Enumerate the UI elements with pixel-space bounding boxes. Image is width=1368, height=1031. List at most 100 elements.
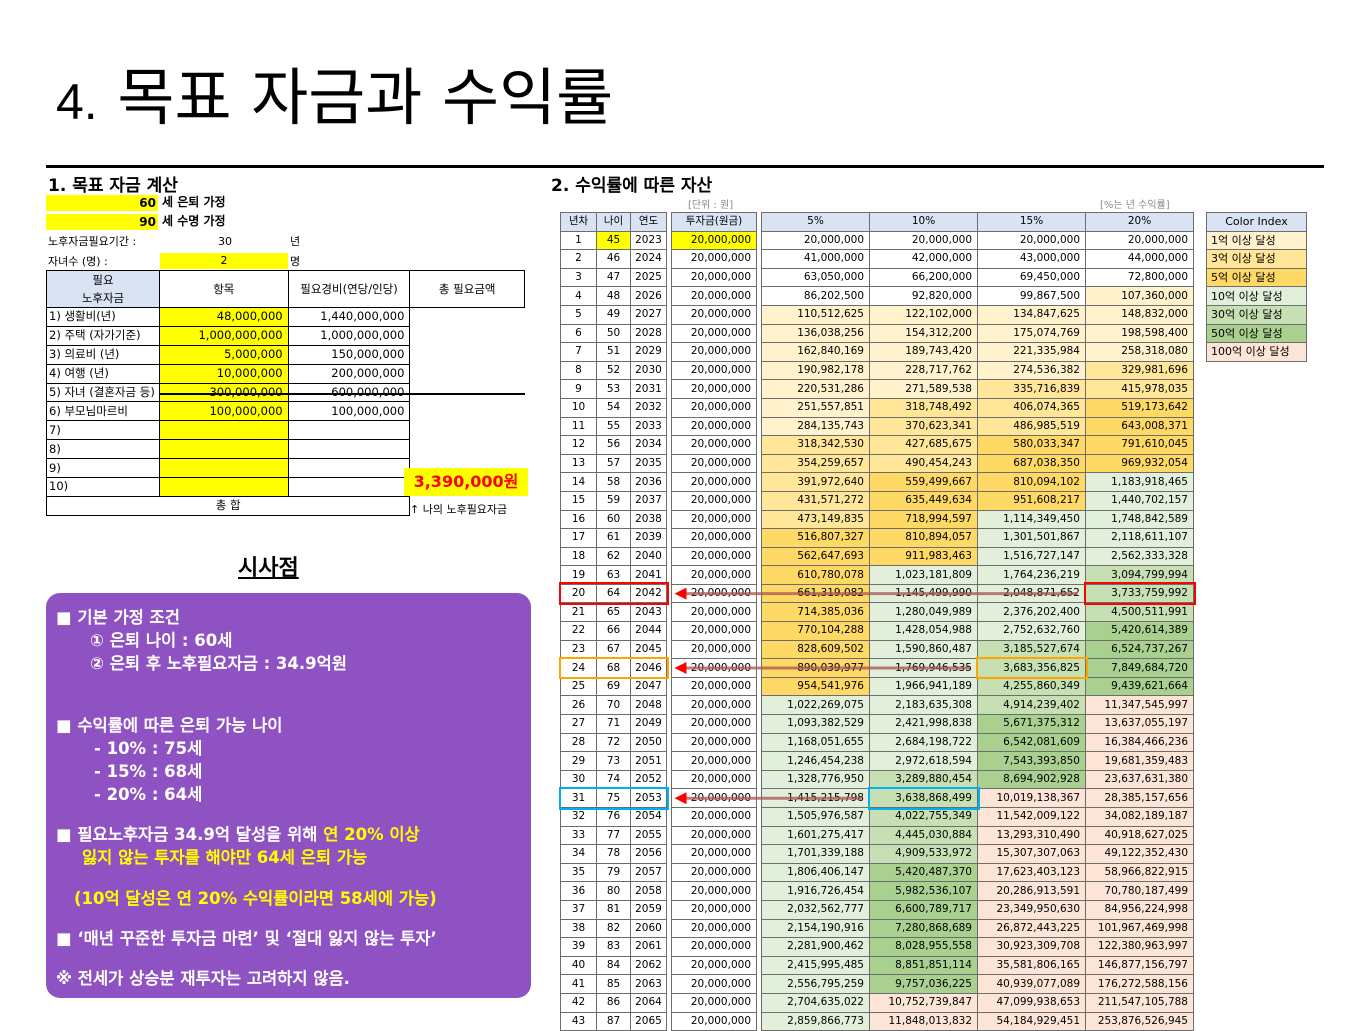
- item-cost: 100,000,000: [158, 401, 289, 422]
- asset-row: 15 59 2037 20,000,000 431,571,272 635,449,634…: [560, 490, 1194, 511]
- item-row: 4) 여행 (년) 10,000,000 200,000,000: [46, 363, 525, 384]
- asset-row: 5 49 2027 20,000,000 110,512,625 122,102,000 1…: [560, 304, 1194, 325]
- section2-heading: 2. 수익률에 따른 자산: [551, 176, 713, 196]
- cell-principal: 20,000,000: [671, 676, 757, 697]
- cell-rate-10: 8,851,851,114: [869, 955, 978, 976]
- cell-age: 79: [596, 862, 631, 883]
- cell-rate-20: 49,122,352,430: [1085, 844, 1194, 864]
- item-name: 10): [46, 477, 160, 497]
- cell-year: 2028: [630, 323, 667, 344]
- cell-age: 47: [596, 267, 631, 288]
- cell-rate-15: 26,872,443,225: [977, 918, 1086, 939]
- cell-age: 55: [596, 416, 631, 437]
- cell-year-index: 29: [560, 751, 597, 771]
- asset-row: 3175205320,000,0001,415,215,7983,638,868…: [560, 788, 1194, 808]
- asset-row: 16 60 2038 20,000,000 473,149,835 718,994,597…: [560, 509, 1194, 530]
- cell-rate-5: 1,505,976,587: [761, 807, 870, 827]
- color-index-table: Color Index 1억 이상 달성 3억 이상 달성 5억 이상 달성 10억 이…: [1206, 212, 1307, 362]
- cell-year: 2033: [630, 416, 667, 437]
- cell-rate-5: 391,972,640: [761, 472, 870, 492]
- cell-principal: 20,000,000: [671, 323, 757, 344]
- cell-rate-20: 11,347,545,997: [1085, 695, 1194, 716]
- cell-rate-10: 318,748,492: [869, 397, 978, 418]
- cell-year-index: 10: [560, 397, 597, 418]
- item-total: 1,440,000,000: [287, 307, 411, 327]
- cell-rate-15: 4,255,860,349: [977, 676, 1086, 697]
- asset-row: 36 80 2058 20,000,000 1,916,726,454 5,982,536…: [560, 881, 1194, 901]
- asset-row: 1 45 2023 20,000,000 20,000,000 20,000,000 20,…: [560, 230, 1194, 251]
- asset-row: 14 58 2036 20,000,000 391,972,640 559,499,667…: [560, 472, 1194, 492]
- cell-rate-20: 44,000,000: [1085, 249, 1194, 269]
- item-name: 5) 자녀 (결혼자금 등): [46, 382, 160, 403]
- cell-year: 2051: [630, 751, 667, 771]
- asset-row: 12 56 2034 20,000,000 318,342,530 427,685,675…: [560, 435, 1194, 455]
- cell-age: 78: [596, 844, 631, 864]
- cell-rate-20: 176,272,588,156: [1085, 974, 1194, 994]
- highlight-box-red-value: [1083, 582, 1196, 605]
- arrow-red: [674, 587, 1078, 600]
- cell-rate-5: 2,281,900,462: [761, 937, 870, 957]
- item-row: 6) 부모님마르비 100,000,000 100,000,000: [46, 401, 525, 422]
- cell-year-index: 23: [560, 639, 597, 660]
- impl-line-9: 잃지 않는 투자를 해야만 64세 은퇴 가능: [82, 848, 368, 867]
- cell-principal: 20,000,000: [671, 751, 757, 771]
- item-name: 4) 여행 (년): [46, 363, 160, 384]
- cell-year-index: 31: [560, 788, 597, 808]
- cell-rate-10: 2,972,618,594: [869, 751, 978, 771]
- cell-rate-20: 19,681,359,483: [1085, 751, 1194, 771]
- cell-rate-10: 9,757,036,225: [869, 974, 978, 994]
- cell-year-index: 3: [560, 267, 597, 288]
- cell-rate-15: 335,716,839: [977, 379, 1086, 399]
- cell-rate-15: 2,376,202,400: [977, 602, 1086, 623]
- cell-rate-5: 770,104,288: [761, 621, 870, 641]
- cell-rate-20: 13,637,055,197: [1085, 714, 1194, 734]
- cell-year: 2041: [630, 565, 667, 585]
- item-name: 8): [46, 439, 160, 460]
- cell-age: 50: [596, 323, 631, 344]
- asset-row: 11 55 2033 20,000,000 284,135,743 370,623,341…: [560, 416, 1194, 437]
- cell-rate-5: 610,780,078: [761, 565, 870, 585]
- cell-year-index: 12: [560, 435, 597, 455]
- item-table: 필요 노후자금 항목 필요경비(연당/인당) 총 필요금액 1) 생활비(년) 48…: [45, 270, 525, 516]
- cell-rate-5: 63,050,000: [761, 267, 870, 288]
- item-name: 7): [46, 420, 160, 441]
- cell-rate-15: 406,074,365: [977, 397, 1086, 418]
- cell-rate-10: 5,982,536,107: [869, 881, 978, 901]
- item-total: 1,000,000,000: [287, 325, 411, 346]
- cell-principal: 20,000,000: [671, 267, 757, 288]
- cell-rate-15: 3,683,356,825: [977, 658, 1086, 678]
- cell-rate-10: 370,623,341: [869, 416, 978, 437]
- cell-rate-15: 687,038,350: [977, 453, 1086, 474]
- cell-principal: 20,000,000: [671, 974, 757, 994]
- header-principal: 투자금(원금): [671, 212, 757, 232]
- cell-rate-10: 911,983,463: [869, 546, 978, 567]
- cell-year: 2062: [630, 955, 667, 976]
- cell-rate-20: 4,500,511,991: [1085, 602, 1194, 623]
- cell-rate-5: 220,531,286: [761, 379, 870, 399]
- cell-year: 2042: [630, 583, 667, 604]
- cell-rate-15: 5,671,375,312: [977, 714, 1086, 734]
- header-age: 나이: [596, 212, 631, 232]
- item-name: 3) 의료비 (년): [46, 344, 160, 365]
- asset-row: 26 70 2048 20,000,000 1,022,269,075 2,183,635…: [560, 695, 1194, 716]
- cell-rate-20: 84,956,224,998: [1085, 899, 1194, 920]
- cell-age: 57: [596, 453, 631, 474]
- cell-principal: 20,000,000: [671, 714, 757, 734]
- impl-line-7: - 20% : 64세: [94, 785, 203, 804]
- item-total: 600,000,000: [287, 382, 411, 403]
- impl-line-8a: ■ 필요노후자금 34.9억 달성을 위해: [56, 825, 324, 844]
- total-value: 3,390,000원: [404, 468, 528, 496]
- cell-rate-15: 486,985,519: [977, 416, 1086, 437]
- item-total: 200,000,000: [287, 363, 411, 384]
- color-index-item: 3억 이상 달성: [1206, 249, 1307, 269]
- asset-row: 23 67 2045 20,000,000 828,609,502 1,590,860,4…: [560, 639, 1194, 660]
- cell-rate-10: 1,966,941,189: [869, 676, 978, 697]
- cell-rate-20: 34,082,189,187: [1085, 807, 1194, 827]
- cell-year: 2063: [630, 974, 667, 994]
- cell-rate-15: 23,349,950,630: [977, 899, 1086, 920]
- item-cost: [158, 439, 289, 460]
- cell-principal: 20,000,000: [671, 286, 757, 306]
- cell-year: 2026: [630, 286, 667, 306]
- asset-row: 22 66 2044 20,000,000 770,104,288 1,428,054,9…: [560, 621, 1194, 641]
- impl-line-4: ■ 수익률에 따른 은퇴 가능 나이: [56, 716, 283, 735]
